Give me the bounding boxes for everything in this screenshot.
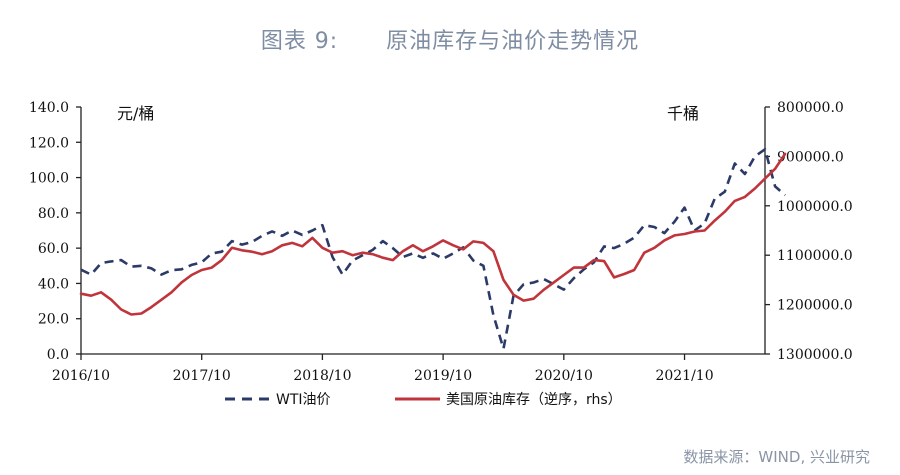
left-axis-tick-label: 40.0 [38,276,69,292]
series-line-inventory [79,152,787,316]
source-note: 数据来源：WIND, 兴业研究 [683,448,870,466]
right-axis-unit-label: 千桶 [667,104,699,123]
right-axis-tick-label: 1200000.0 [777,298,853,314]
right-axis-tick-label: 1000000.0 [777,199,853,215]
left-axis-tick-label: 100.0 [29,171,69,187]
x-axis-tick-label: 2016/10 [52,368,110,384]
left-axis-tick-label: 60.0 [38,241,69,257]
left-axis-tick-label: 20.0 [38,312,69,328]
chart-legend: WTI油价 美国原油库存（逆序，rhs） [225,392,622,408]
right-axis-tick-label: 1100000.0 [777,248,853,264]
right-axis-tick-label: 800000.0 [777,100,844,116]
right-axis-tick-label: 1300000.0 [777,347,853,363]
x-axis-tick-label: 2018/10 [293,368,351,384]
left-axis-tick-label: 140.0 [29,100,69,116]
chart-axes: 0.0 20.0 40.0 60.0 80.0 100.0 120.0 140.0 800000… [29,100,853,384]
legend-label-inventory: 美国原油库存（逆序，rhs） [446,392,622,408]
x-axis-tick-label: 2017/10 [173,368,231,384]
left-axis-tick-label: 120.0 [29,135,69,151]
figure-title: 图表 9: 原油库存与油价走势情况 [260,29,640,54]
left-axis-tick-label: 80.0 [38,206,69,222]
left-axis-tick-label: 0.0 [47,347,69,363]
left-axis-unit-label: 元/桶 [117,104,154,123]
series-line-wti [80,148,786,350]
series-layer [79,148,787,350]
legend-label-wti: WTI油价 [276,392,331,408]
x-axis-tick-label: 2019/10 [414,368,472,384]
right-axis-tick-label: 900000.0 [777,149,844,165]
x-axis-tick-label: 2020/10 [535,368,593,384]
x-axis-tick-label: 2021/10 [655,368,713,384]
